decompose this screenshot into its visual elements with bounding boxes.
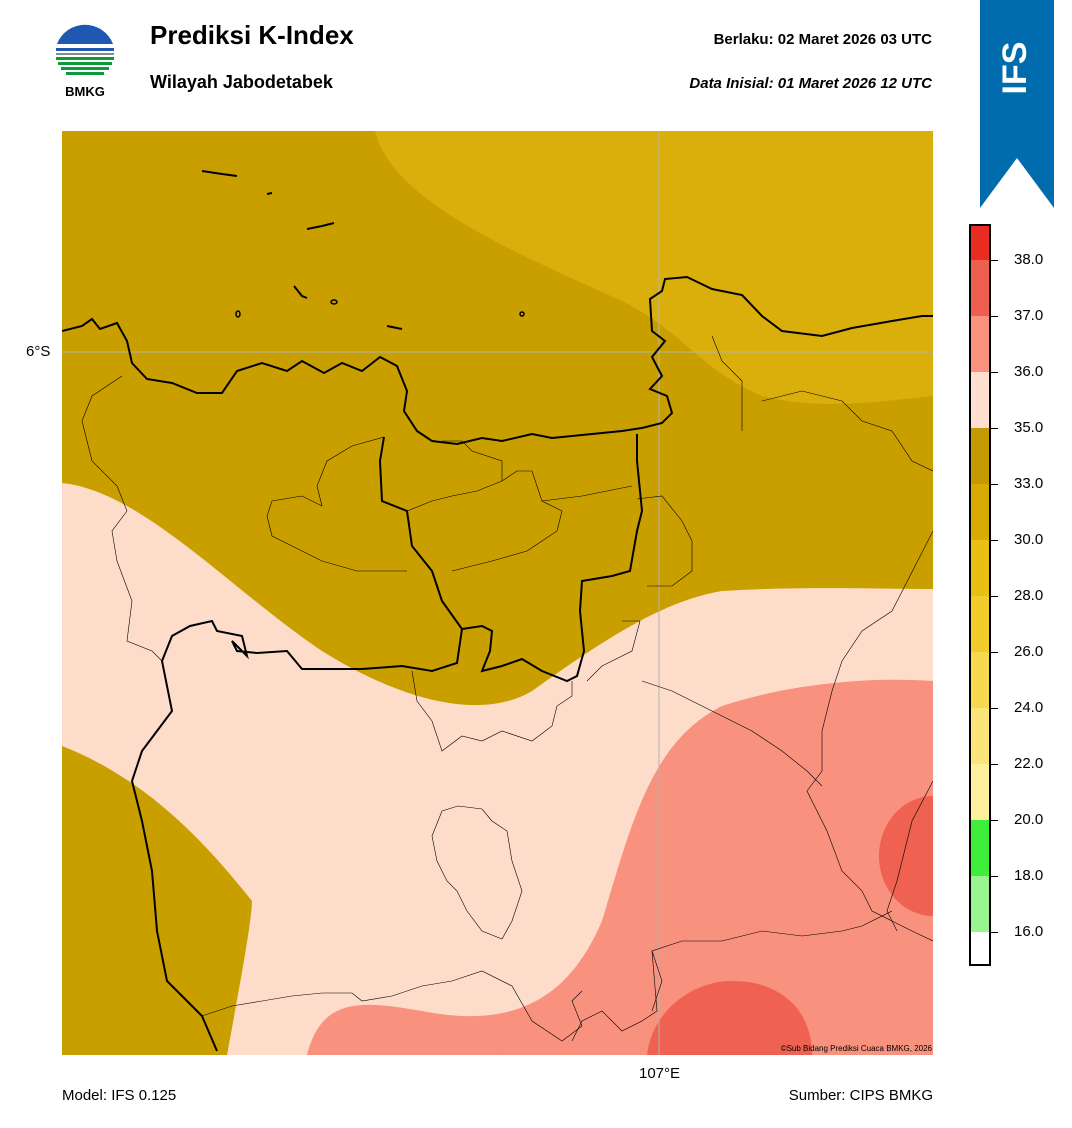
colorbar-bin	[971, 226, 989, 260]
colorbar-tick-label: 30.0	[1014, 531, 1044, 548]
longitude-label: 107°E	[639, 1065, 681, 1082]
colorbar-bin	[971, 932, 989, 964]
source-label: Sumber: CIPS BMKG	[788, 1087, 933, 1104]
colorbar-tick-mark	[991, 708, 998, 709]
colorbar-tick-label: 18.0	[1014, 867, 1044, 884]
colorbar-bin	[971, 428, 989, 484]
colorbar-tick-mark	[991, 260, 998, 261]
island	[306, 222, 335, 230]
logo-label: BMKG	[65, 84, 105, 99]
colorbar-frame	[969, 224, 991, 966]
colorbar-bin	[971, 820, 989, 876]
bmkg-logo	[52, 20, 118, 102]
colorbar-tick-mark	[991, 596, 998, 597]
island	[386, 325, 403, 330]
colorbar-tick-label: 26.0	[1014, 643, 1044, 660]
colorbar-tick-label: 35.0	[1014, 419, 1044, 436]
colorbar-tick-label: 38.0	[1014, 251, 1044, 268]
colorbar-tick-label: 20.0	[1014, 811, 1044, 828]
colorbar-tick-label: 37.0	[1014, 307, 1044, 324]
island	[293, 285, 308, 299]
island	[519, 311, 525, 317]
k-zone-37-38-south	[647, 981, 812, 1055]
colorbar-bin	[971, 708, 989, 764]
k-zone-36-37-south	[307, 1011, 502, 1055]
island	[235, 310, 241, 318]
page-title: Prediksi K-Index	[150, 20, 354, 50]
java-coastline	[62, 275, 933, 446]
colorbar-tick-label: 28.0	[1014, 587, 1044, 604]
k-zone-30-33	[375, 131, 933, 404]
colorbar-tick-mark	[991, 540, 998, 541]
colorbar-tick-mark	[991, 764, 998, 765]
colorbar-tick-mark	[991, 372, 998, 373]
colorbar-tick-label: 33.0	[1014, 475, 1044, 492]
colorbar-tick-mark	[991, 484, 998, 485]
colorbar-tick-mark	[991, 652, 998, 653]
colorbar-bin	[971, 372, 989, 428]
colorbar-bin	[971, 764, 989, 820]
colorbar-tick-mark	[991, 316, 998, 317]
k-index-map	[62, 131, 933, 1055]
province-border-east	[461, 434, 644, 683]
colorbar-bin	[971, 540, 989, 596]
region-subtitle: Wilayah Jabodetabek	[150, 72, 333, 92]
island	[201, 170, 238, 177]
colorbar-tick-label: 36.0	[1014, 363, 1044, 380]
colorbar-bin	[971, 652, 989, 708]
colorbar-tick-mark	[991, 932, 998, 933]
colorbar-bin	[971, 260, 989, 316]
latitude-label: 6°S	[26, 343, 51, 360]
colorbar-tick-label: 16.0	[1014, 923, 1044, 940]
colorbar-tick-mark	[991, 820, 998, 821]
ifs-banner: IFS	[980, 0, 1054, 208]
model-label: Model: IFS 0.125	[62, 1087, 177, 1104]
province-border-west	[130, 436, 464, 1052]
district-borders	[81, 335, 933, 1042]
k-zone-37-38-east	[879, 796, 933, 916]
k-zone-36-37	[307, 679, 933, 1055]
colorbar-bin	[971, 876, 989, 932]
colorbar-tick-label: 22.0	[1014, 755, 1044, 772]
colorbar-tick-mark	[991, 876, 998, 877]
copyright-note: ©Sub Bidang Prediksi Cuaca BMKG, 2026	[780, 1044, 932, 1053]
island	[330, 299, 338, 305]
colorbar-tick-mark	[991, 428, 998, 429]
colorbar-bin	[971, 484, 989, 540]
colorbar	[969, 224, 991, 966]
island	[266, 192, 273, 195]
ifs-label: IFS	[996, 42, 1034, 95]
valid-time: Berlaku: 02 Maret 2026 03 UTC	[713, 31, 932, 48]
initial-time: Data Inisial: 01 Maret 2026 12 UTC	[689, 75, 932, 92]
colorbar-tick-label: 24.0	[1014, 699, 1044, 716]
colorbar-bin	[971, 596, 989, 652]
colorbar-bin	[971, 316, 989, 372]
